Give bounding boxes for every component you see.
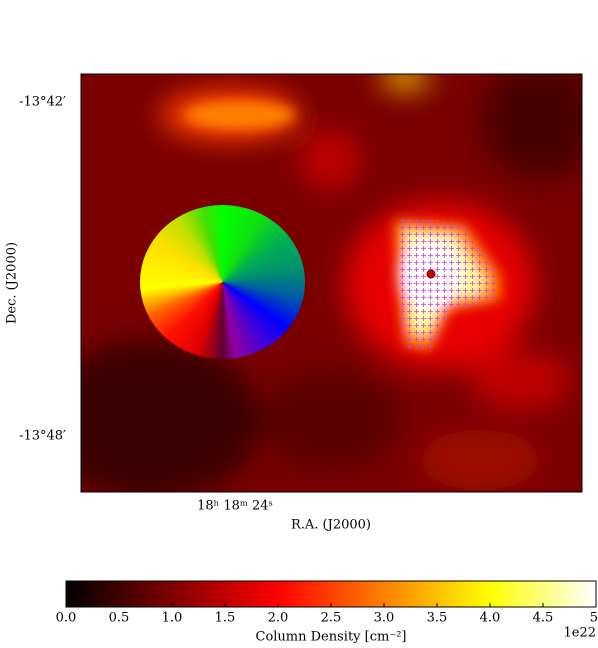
colorbar-tick-label: 0.5 — [109, 611, 130, 626]
colorbar-tick-label: 4.0 — [480, 611, 501, 626]
colorbar-tick-label: 3.0 — [374, 611, 395, 626]
image — [81, 74, 582, 492]
colorbar-tick-label: 2.0 — [268, 611, 289, 626]
colorbar-tick-label: 1.0 — [162, 611, 183, 626]
colorbar-tick-label: 2.5 — [321, 611, 342, 626]
y-axis-label: Dec. (J2000) — [5, 242, 20, 324]
colorbar-tick-label: 0.0 — [56, 611, 77, 626]
colorbar-tick-label: 5. — [590, 611, 598, 626]
y-tick-label: -13°42′ — [19, 95, 66, 110]
colorbar-tick-label: 4.5 — [533, 611, 554, 626]
x-axis-label: R.A. (J2000) — [291, 518, 371, 533]
x-tick-label: 18ʰ 18ᵐ 24ˢ — [197, 499, 273, 514]
colorbar-offset: 1e22 — [563, 626, 596, 641]
color-wheel — [140, 205, 305, 359]
colorbar-tick-label: 3.5 — [427, 611, 448, 626]
colorbar-label: Column Density [cm⁻²] — [256, 630, 407, 645]
axes-frame — [80, 73, 583, 493]
y-tick-label: -13°48′ — [19, 429, 66, 444]
colorbar-tick-label: 1.5 — [215, 611, 236, 626]
